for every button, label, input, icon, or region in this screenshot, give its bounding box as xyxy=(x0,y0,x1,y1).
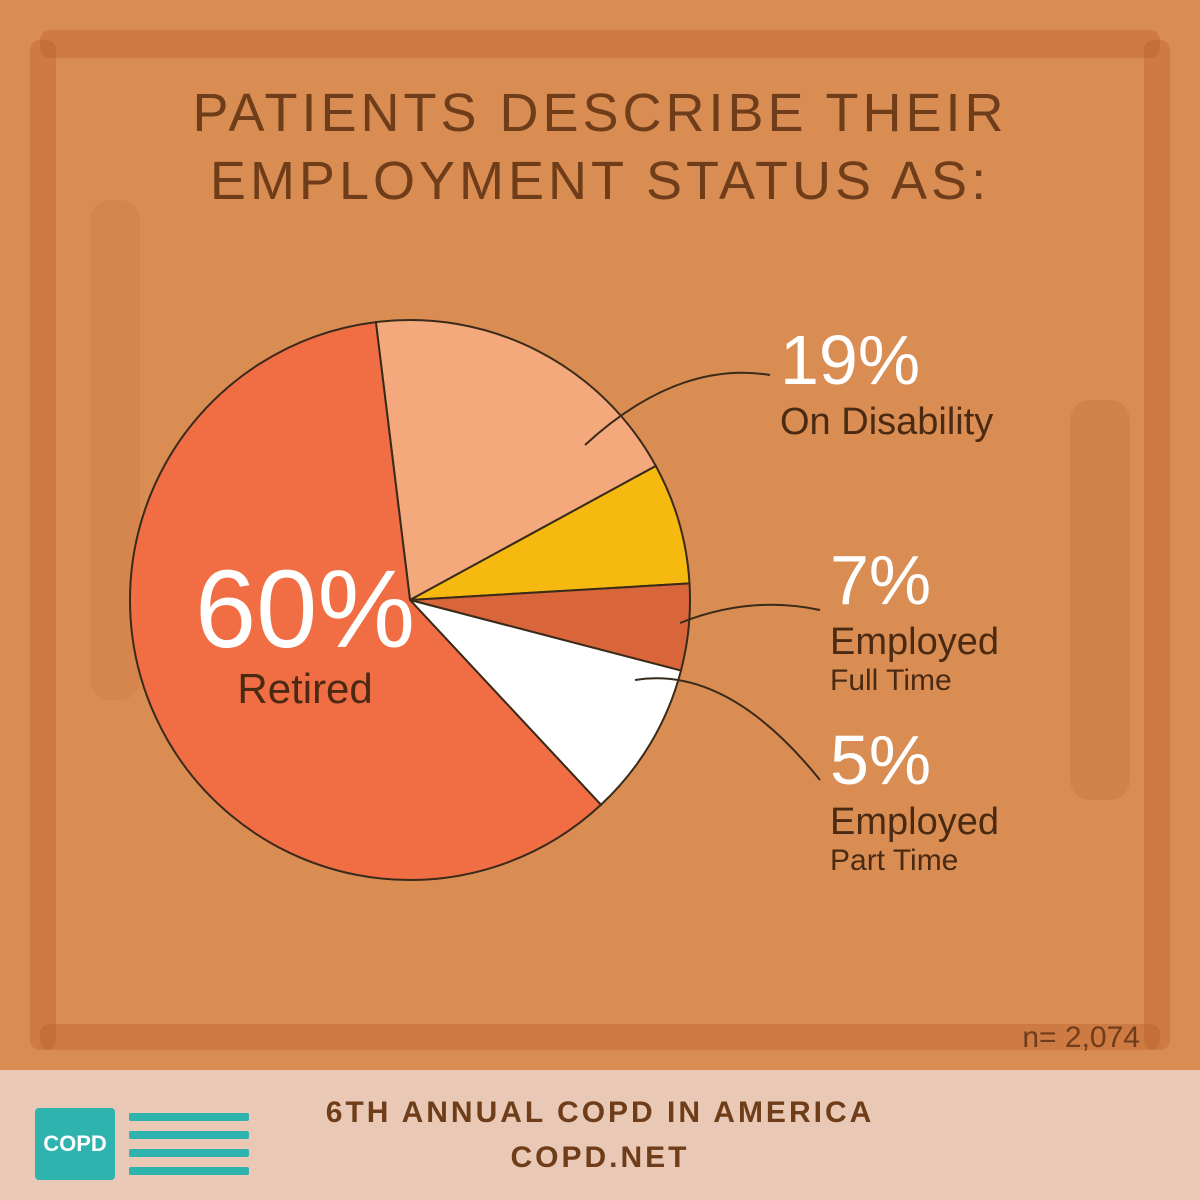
logo-badge: COPD xyxy=(35,1108,115,1180)
paint-stroke xyxy=(40,1024,1160,1050)
paint-stroke xyxy=(40,30,1160,58)
page-title: PATIENTS DESCRIBE THEIR EMPLOYMENT STATU… xyxy=(0,80,1200,215)
pct-fulltime: 7% xyxy=(830,540,999,621)
footer: COPD 6TH ANNUAL COPD IN AMERICA COPD.NET xyxy=(0,1070,1200,1200)
sub-parttime: Part Time xyxy=(830,844,999,879)
name-fulltime: Employed xyxy=(830,621,999,665)
label-fulltime: 7% Employed Full Time xyxy=(830,540,999,699)
label-retired: 60% Retired xyxy=(195,555,415,713)
title-line-1: PATIENTS DESCRIBE THEIR xyxy=(192,83,1007,143)
pct-disability: 19% xyxy=(780,320,993,401)
label-parttime: 5% Employed Part Time xyxy=(830,720,999,879)
logo-flag-lines xyxy=(129,1113,249,1175)
name-retired: Retired xyxy=(195,665,415,713)
sample-size: n= 2,074 xyxy=(1022,1021,1140,1055)
copd-logo: COPD xyxy=(35,1108,249,1180)
title-line-2: EMPLOYMENT STATUS AS: xyxy=(210,151,990,211)
footer-line-1: 6TH ANNUAL COPD IN AMERICA xyxy=(326,1096,875,1129)
pct-retired: 60% xyxy=(195,555,415,665)
name-disability: On Disability xyxy=(780,401,993,445)
name-parttime: Employed xyxy=(830,801,999,845)
label-disability: 19% On Disability xyxy=(780,320,993,444)
pct-parttime: 5% xyxy=(830,720,999,801)
sub-fulltime: Full Time xyxy=(830,664,999,699)
paint-smudge xyxy=(1070,400,1130,800)
footer-line-2: COPD.NET xyxy=(510,1141,689,1174)
